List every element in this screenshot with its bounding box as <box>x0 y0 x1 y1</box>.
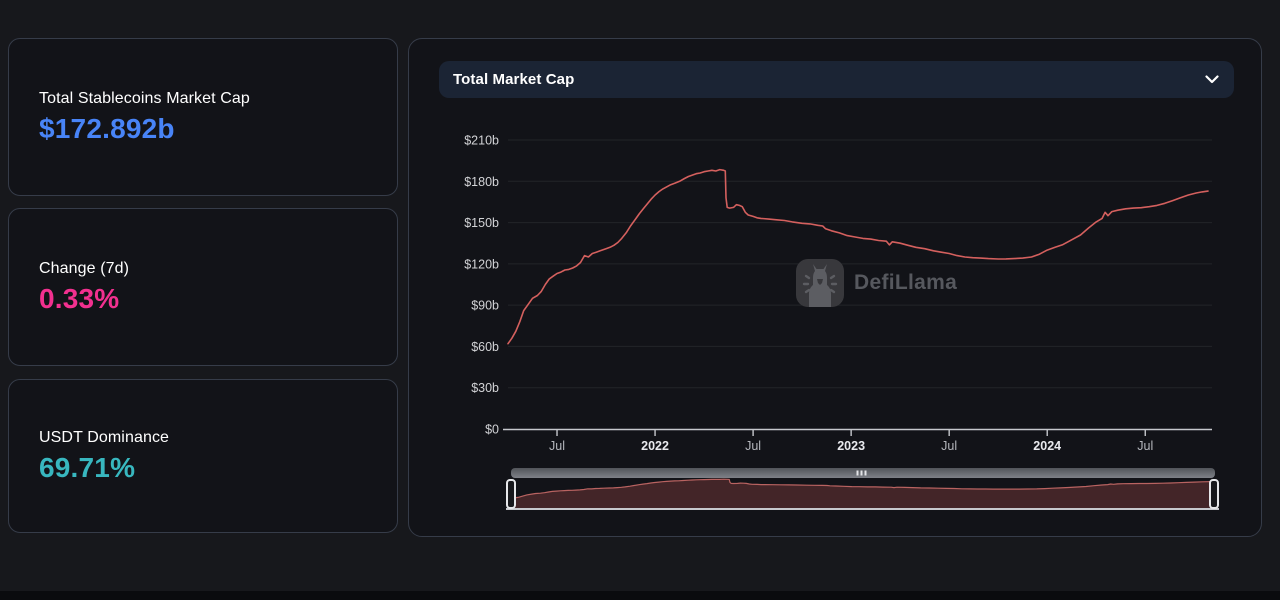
svg-text:Jul: Jul <box>549 439 565 453</box>
brush-handle-right[interactable] <box>1209 479 1219 509</box>
stat-value: 69.71% <box>39 451 136 483</box>
svg-text:Jul: Jul <box>941 439 957 453</box>
chart-panel: $0 $30b $60b $90b $120b $150b $180b $210b Jul 202… <box>408 38 1262 537</box>
market-cap-chart: $0 $30b $60b $90b $120b $150b $180b $210b Jul 202… <box>464 134 1219 510</box>
svg-text:$150b: $150b <box>464 216 499 230</box>
svg-text:2024: 2024 <box>1033 439 1061 453</box>
svg-text:$0: $0 <box>485 423 499 437</box>
stat-card-usdt-dominance: USDT Dominance 69.71% <box>8 379 398 533</box>
svg-text:2022: 2022 <box>641 439 669 453</box>
svg-text:Jul: Jul <box>1137 439 1153 453</box>
stat-label: Change (7d) <box>39 259 130 277</box>
y-axis-labels: $0 $30b $60b $90b $120b $150b $180b $210b <box>464 134 499 437</box>
brush-scrollbar[interactable] <box>511 468 1215 478</box>
bottom-edge <box>0 591 1280 600</box>
market-cap-line <box>507 168 1209 345</box>
gridlines <box>508 139 1212 389</box>
svg-text:$120b: $120b <box>464 257 499 271</box>
svg-text:$30b: $30b <box>471 381 499 395</box>
svg-text:2023: 2023 <box>837 439 865 453</box>
stat-card-total-market-cap: Total Stablecoins Market Cap $172.892b <box>8 38 398 196</box>
scrollbar-grip-icon <box>856 470 859 476</box>
svg-text:$60b: $60b <box>471 340 499 354</box>
stat-value: 0.33% <box>39 282 120 314</box>
stat-card-change-7d: Change (7d) 0.33% <box>8 208 398 366</box>
stat-value: $172.892b <box>39 112 175 144</box>
scrollbar-grip-icon <box>864 470 867 476</box>
brush-mini-line <box>510 478 1215 500</box>
svg-text:$90b: $90b <box>471 299 499 313</box>
stat-label: USDT Dominance <box>39 428 170 446</box>
svg-text:$210b: $210b <box>464 134 499 148</box>
stat-label: Total Stablecoins Market Cap <box>39 89 250 107</box>
svg-text:Jul: Jul <box>745 439 761 453</box>
svg-text:$180b: $180b <box>464 175 499 189</box>
chart-type-dropdown-label: Total Market Cap <box>453 71 575 88</box>
chart-type-dropdown[interactable]: Total Market Cap <box>439 61 1234 98</box>
brush-mini-area <box>511 479 1214 508</box>
x-axis: Jul 2022 Jul 2023 Jul 2024 Jul <box>503 428 1212 453</box>
scrollbar-grip-icon <box>860 470 863 476</box>
brush-handle-left[interactable] <box>506 479 516 509</box>
chevron-down-icon <box>1205 75 1219 84</box>
